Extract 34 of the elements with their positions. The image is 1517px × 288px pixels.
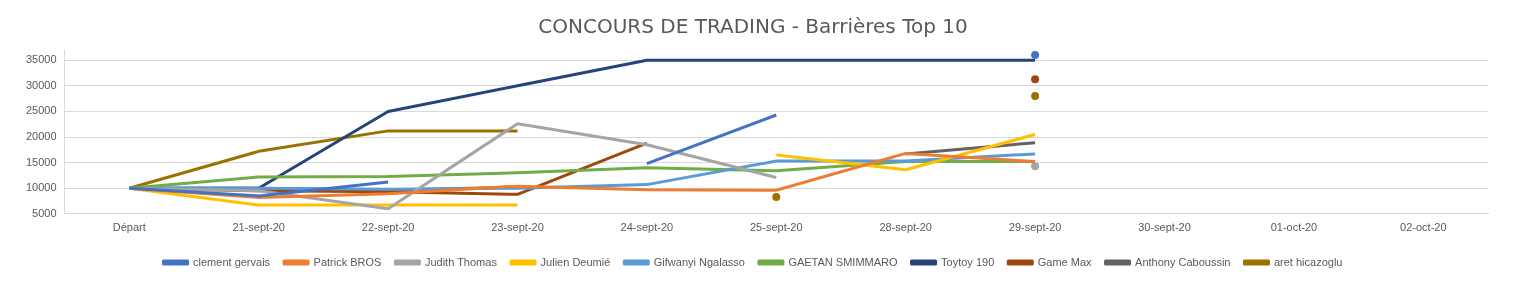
point	[1031, 92, 1040, 101]
x-tick-label: 01-oct-20	[1270, 221, 1318, 234]
chart-title: CONCOURS DE TRADING - Barrières Top 10	[538, 14, 968, 39]
legend-label: Judith Thomas	[424, 255, 498, 268]
x-tick-label: 21-sept-20	[232, 221, 285, 234]
legend-label: Toytoy 190	[941, 255, 995, 268]
legend-label: Patrick BROS	[313, 255, 382, 268]
legend-label: clement gervais	[193, 255, 271, 268]
point	[1031, 51, 1040, 60]
legend-label: Gifwanyi Ngalasso	[653, 255, 745, 268]
legend-label: Game Max	[1037, 255, 1093, 268]
point	[772, 192, 781, 201]
x-tick-label: 29-sept-20	[1008, 221, 1062, 234]
x-tick-label: Départ	[112, 221, 146, 234]
legend-label: Julien Deumié	[540, 255, 611, 268]
x-tick-label: 23-sept-20	[491, 221, 544, 234]
y-tick-label: 10000	[25, 181, 57, 194]
y-tick-label: 5000	[32, 206, 57, 219]
x-tick-label: 24-sept-20	[620, 221, 674, 234]
x-tick-label: 02-oct-20	[1400, 221, 1447, 234]
legend-label: Anthony Caboussin	[1135, 255, 1231, 268]
x-tick-label: 22-sept-20	[361, 221, 415, 234]
x-tick-label: 30-sept-20	[1138, 221, 1191, 234]
y-tick-label: 30000	[25, 78, 57, 91]
x-tick-label: 28-sept-20	[879, 221, 932, 234]
y-tick-label: 25000	[25, 104, 57, 117]
point	[1031, 75, 1040, 84]
point	[1031, 162, 1040, 171]
legend-label: aret hicazoglu	[1273, 255, 1343, 268]
x-tick-label: 25-sept-20	[750, 221, 803, 234]
y-tick-label: 15000	[25, 155, 57, 168]
legend-label: GAETAN SMIMMARO	[788, 255, 899, 268]
y-tick-label: 35000	[25, 53, 57, 66]
y-tick-label: 20000	[25, 130, 57, 143]
